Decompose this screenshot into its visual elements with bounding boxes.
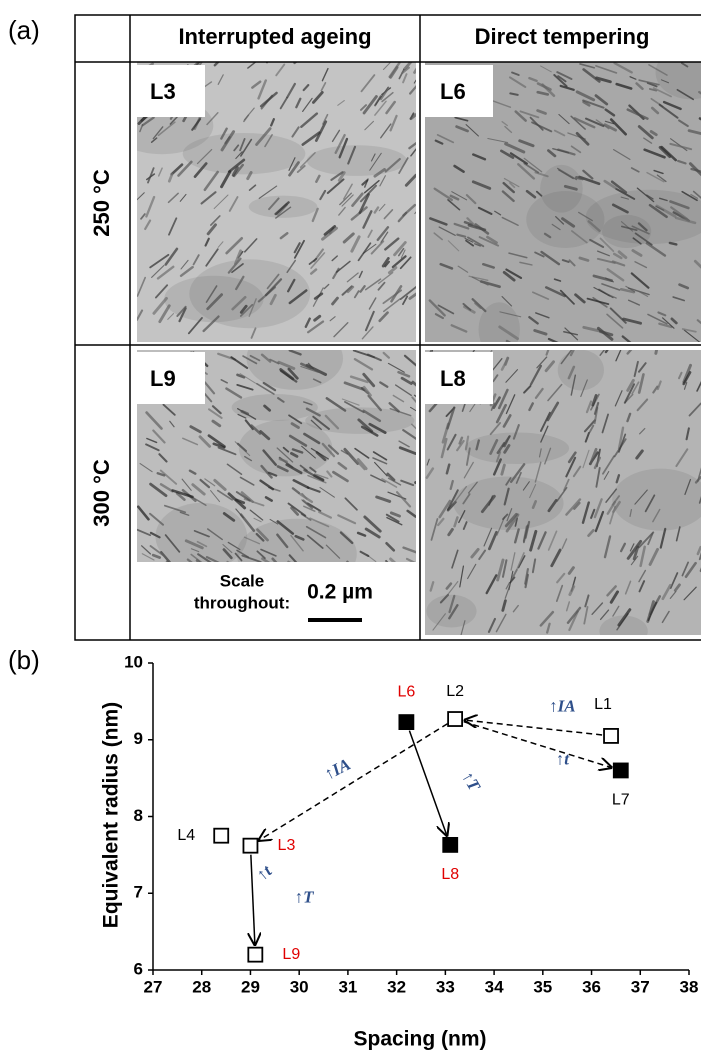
y-tick-label: 6	[134, 959, 143, 978]
figure: (a) Interrupted ageing Direct tempering …	[0, 0, 701, 1059]
marker	[448, 712, 462, 726]
precipitate	[267, 55, 270, 62]
y-tick-label: 10	[124, 652, 143, 671]
x-tick-label: 32	[387, 977, 406, 996]
x-axis-label: Spacing (nm)	[353, 1028, 486, 1051]
precipitate	[670, 243, 677, 244]
x-tick-label: 34	[485, 977, 504, 996]
marker	[243, 839, 257, 853]
x-tick-label: 29	[241, 977, 260, 996]
point-label: L7	[612, 792, 630, 809]
y-axis-label: Equivalent radius (nm)	[100, 702, 123, 928]
shade	[249, 196, 318, 218]
marker	[443, 838, 457, 852]
x-tick-label: 31	[338, 977, 357, 996]
sample-label: L8	[440, 366, 466, 391]
shade	[558, 350, 604, 391]
marker	[604, 729, 618, 743]
point-label: L9	[282, 946, 300, 963]
point-label: L6	[397, 683, 415, 700]
scale-label: throughout:	[194, 593, 290, 612]
y-tick-label: 8	[134, 806, 143, 825]
point-label: L1	[594, 696, 612, 713]
column-header: Direct tempering	[475, 24, 650, 49]
shade	[453, 477, 563, 531]
row-header: 250 °C	[89, 169, 114, 237]
annotation: ↑IA	[321, 755, 353, 784]
sample-label: L3	[150, 79, 176, 104]
annotation: ↑T	[458, 768, 484, 794]
point-label: L2	[446, 683, 464, 700]
row-header: 300 °C	[89, 459, 114, 527]
sample-label: L9	[150, 366, 176, 391]
shade	[232, 394, 318, 421]
shade	[602, 215, 651, 248]
marker	[214, 829, 228, 843]
shade	[307, 145, 407, 176]
point-label: L3	[278, 837, 296, 854]
panel-label: (b)	[8, 645, 40, 675]
point-label: L4	[177, 827, 195, 844]
x-tick-label: 36	[582, 977, 601, 996]
x-tick-label: 28	[192, 977, 211, 996]
scale-value: 0.2 µm	[307, 581, 373, 604]
y-tick-label: 9	[134, 729, 143, 748]
marker	[248, 948, 262, 962]
shade	[426, 595, 476, 628]
sample-label: L6	[440, 79, 466, 104]
arrow	[409, 731, 446, 836]
shade	[465, 432, 569, 464]
x-tick-label: 37	[631, 977, 650, 996]
x-tick-label: 35	[533, 977, 552, 996]
shade	[155, 503, 247, 570]
point-label: L8	[441, 866, 459, 883]
column-header: Interrupted ageing	[178, 24, 371, 49]
marker	[614, 763, 628, 777]
panel-label: (a)	[8, 15, 40, 45]
x-tick-label: 27	[144, 977, 163, 996]
annotation: ↑T	[295, 888, 315, 907]
x-tick-label: 30	[290, 977, 309, 996]
arrow	[259, 724, 447, 841]
arrow	[465, 720, 602, 735]
annotation: ↑t	[556, 749, 571, 768]
annotation: ↑IA	[549, 696, 575, 715]
x-tick-label: 38	[680, 977, 699, 996]
shade	[479, 302, 520, 356]
shade	[164, 276, 263, 322]
x-tick-label: 33	[436, 977, 455, 996]
scale-label: Scale	[220, 571, 264, 590]
annotation: ↑t	[253, 860, 276, 884]
y-tick-label: 7	[134, 883, 143, 902]
shade	[305, 407, 414, 434]
shade	[599, 616, 647, 647]
micrographs	[110, 46, 701, 647]
marker	[399, 715, 413, 729]
shade	[239, 420, 332, 477]
